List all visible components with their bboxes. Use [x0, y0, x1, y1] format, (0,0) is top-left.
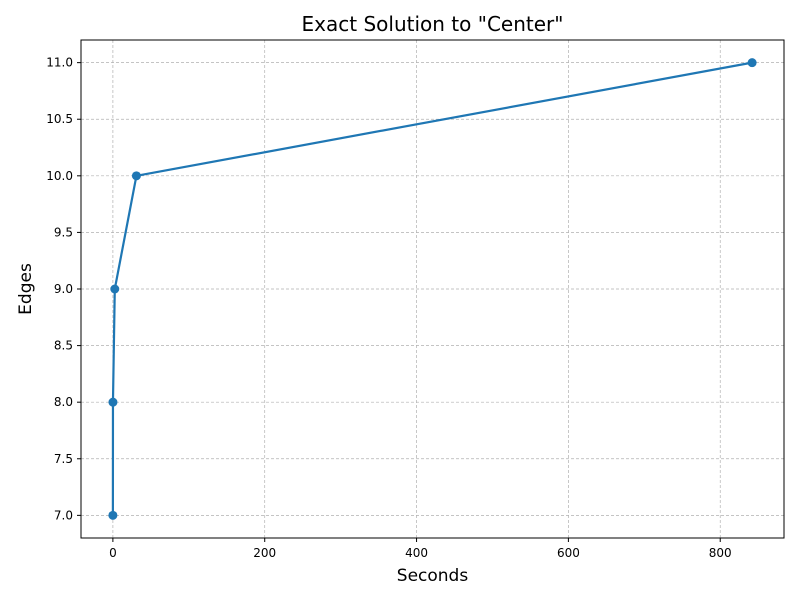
y-tick-label: 9.0	[54, 282, 73, 296]
y-tick-label: 9.5	[54, 225, 73, 239]
x-axis-label: Seconds	[397, 566, 469, 586]
grid-lines	[81, 40, 784, 538]
y-tick-label: 11.0	[46, 56, 73, 70]
data-point	[747, 58, 757, 68]
y-tick-label: 10.0	[46, 169, 73, 183]
data-point	[108, 397, 118, 407]
y-tick-label: 7.5	[54, 452, 73, 466]
data-point	[108, 510, 118, 520]
y-tick-label: 7.0	[54, 508, 73, 522]
axis-ticks: 0 200 400 600 800 7.0 7.5 8.0 8.5 9.0 9.5 10.0 10.5 1…	[46, 56, 731, 560]
y-tick-label: 8.0	[54, 395, 73, 409]
y-tick-label: 10.5	[46, 112, 73, 126]
x-tick-label: 200	[253, 546, 276, 560]
y-tick-label: 8.5	[54, 339, 73, 353]
data-point	[110, 284, 120, 294]
x-tick-label: 600	[557, 546, 580, 560]
series-layer	[108, 58, 757, 520]
x-tick-label: 800	[709, 546, 732, 560]
plot-frame	[80, 39, 785, 539]
data-point	[131, 171, 141, 181]
x-tick-label: 400	[405, 546, 428, 560]
chart-title: Exact Solution to "Center"	[302, 12, 564, 36]
y-axis-label: Edges	[16, 263, 36, 315]
x-tick-label: 0	[109, 546, 117, 560]
